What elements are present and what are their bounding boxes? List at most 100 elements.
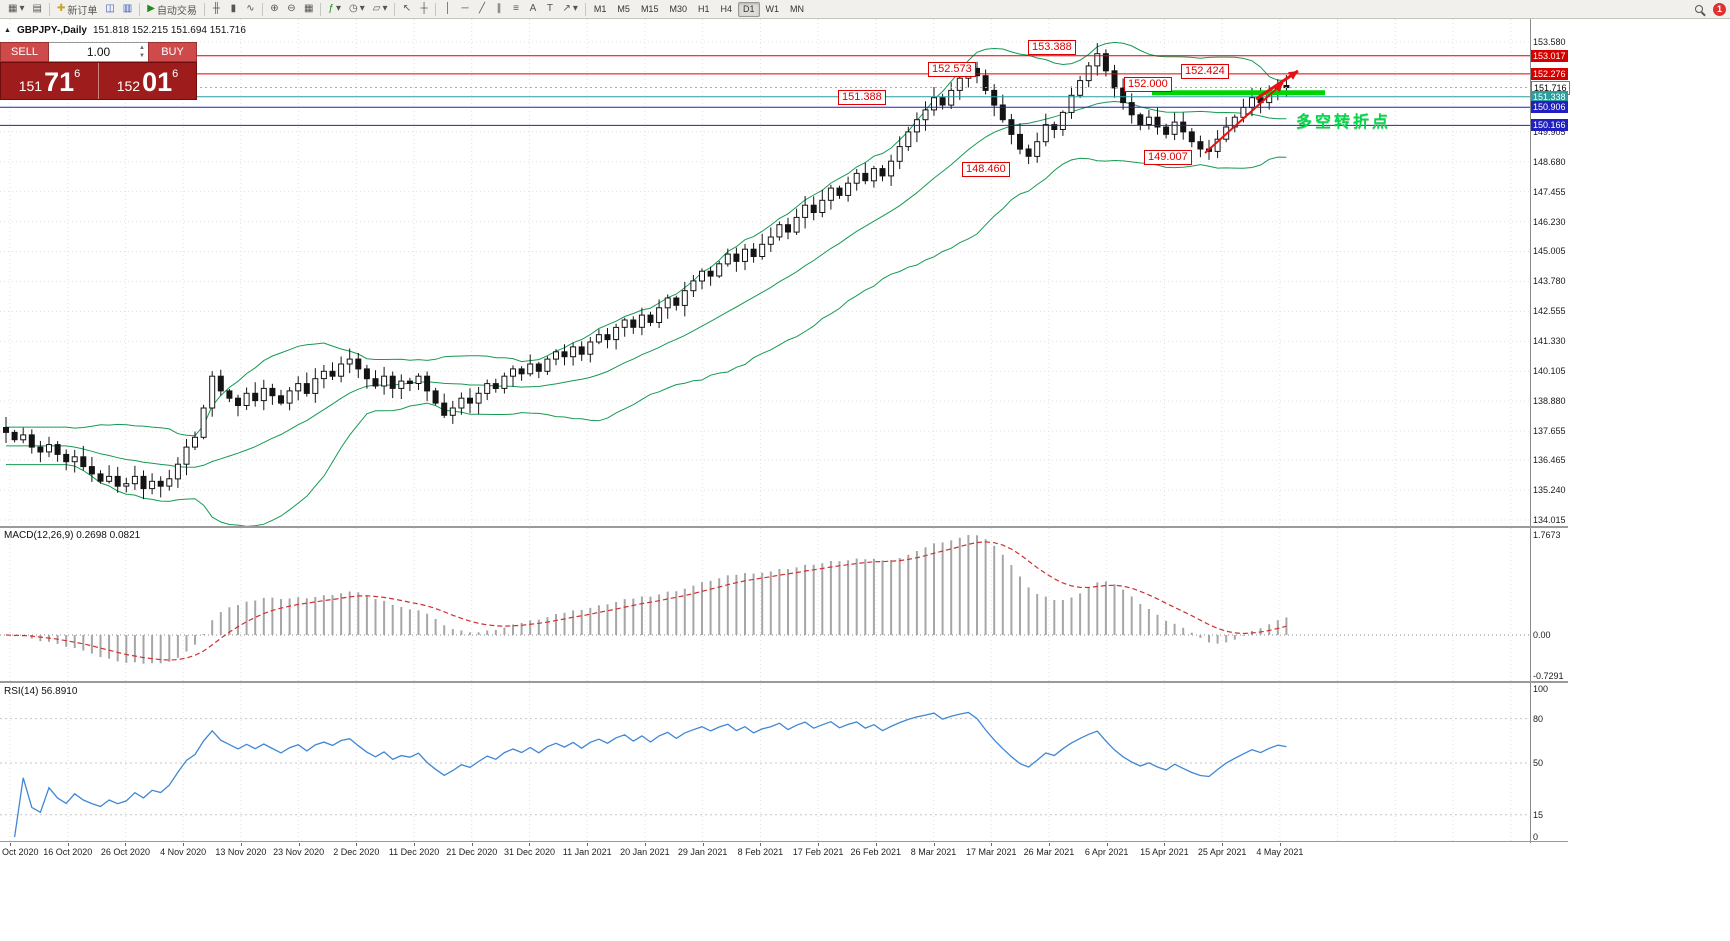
- timeframe-button-w1[interactable]: W1: [765, 4, 780, 14]
- templates-button[interactable]: ▱ ▾: [369, 1, 392, 17]
- indicators-button[interactable]: ƒ ▾: [324, 1, 345, 17]
- timeframe-button-m15[interactable]: M15: [640, 4, 659, 14]
- bid-price[interactable]: 151 71 6: [1, 63, 99, 99]
- date-tick: [1106, 843, 1108, 846]
- cursor-icon: ↖: [402, 3, 412, 14]
- timeframe-group: M1 M5 M15 M30 H1 H4 D1 W1 MN: [589, 1, 809, 17]
- rsi-axis-label: 100: [1533, 684, 1549, 694]
- candles: [3, 43, 1290, 500]
- pivot-point-annotation[interactable]: 多空转折点: [1296, 114, 1392, 131]
- price-axis-label: 138.880: [1533, 396, 1566, 407]
- cursor-button[interactable]: ↖: [398, 1, 415, 17]
- rsi-indicator-chart[interactable]: [0, 684, 1530, 841]
- fibonacci-button[interactable]: ≡: [507, 1, 524, 17]
- trend-arrows[interactable]: [1204, 69, 1299, 154]
- price-annotation-label[interactable]: 152.573: [928, 62, 976, 77]
- one-click-collapse-icon[interactable]: ▲: [4, 27, 11, 34]
- price-scale[interactable]: 153.580 149.905 148.680 147.455 146.230 145.0…: [1531, 19, 1730, 843]
- new-order-button[interactable]: ✚ 新订单: [53, 1, 101, 17]
- zoom-out-button[interactable]: ⊖: [283, 1, 300, 17]
- zoom-in-button[interactable]: ⊕: [266, 1, 283, 17]
- price-annotation-label[interactable]: 148.460: [962, 162, 1010, 177]
- price-axis-label: 153.580: [1533, 37, 1566, 47]
- date-tick: [587, 843, 589, 846]
- price-annotation-label[interactable]: 149.007: [1144, 150, 1192, 165]
- candlestick-chart-button[interactable]: ▮: [225, 1, 242, 17]
- volume-input[interactable]: 1.00 ▲ ▼: [49, 42, 148, 62]
- macd-histogram: [13, 535, 1288, 664]
- date-tick: [644, 843, 646, 846]
- new-order-icon: ✚: [56, 3, 66, 14]
- date-tick: [356, 843, 358, 846]
- date-tick: [183, 843, 185, 846]
- date-tick: [1164, 843, 1166, 846]
- timeframe-button-m30[interactable]: M30: [669, 4, 687, 14]
- date-label: 26 Feb 2021: [850, 847, 902, 857]
- volume-stepper[interactable]: ▲ ▼: [139, 44, 145, 60]
- market-watch-button[interactable]: ◫: [101, 1, 118, 17]
- time-scale[interactable]: Oct 2020 16 Oct 2020 26 Oct 2020 4 Nov 2020…: [0, 843, 1568, 860]
- ask-price[interactable]: 152 01 6: [99, 63, 196, 99]
- crosshair-button[interactable]: ┼: [415, 1, 432, 17]
- symbol-period-label: GBPJPY-,Daily: [16, 25, 87, 36]
- toolbar-separator: [435, 2, 437, 16]
- price-chart[interactable]: [0, 19, 1530, 527]
- date-tick: [529, 843, 531, 846]
- profiles-icon: ▤: [32, 3, 42, 14]
- channel-button[interactable]: ∥: [490, 1, 507, 17]
- date-tick: [10, 843, 11, 846]
- new-chart-button[interactable]: ▦ ▾: [4, 1, 28, 17]
- toolbar-separator: [394, 2, 396, 16]
- spin-up-icon[interactable]: ▲: [139, 45, 145, 51]
- toolbar-separator: [584, 2, 586, 16]
- text-tool-icon: A: [529, 3, 537, 14]
- price-axis-label: 141.330: [1533, 336, 1566, 347]
- text-tool-button[interactable]: A: [524, 1, 541, 17]
- chevron-down-icon: ▾: [335, 3, 341, 14]
- vertical-line-button[interactable]: │: [439, 1, 456, 17]
- bar-chart-icon: ╫: [212, 3, 220, 14]
- clock-icon: ◷: [348, 3, 358, 14]
- timeframe-button-mn[interactable]: MN: [790, 4, 805, 14]
- panel-separator[interactable]: [0, 681, 1568, 683]
- date-label: 11 Dec 2020: [388, 847, 440, 857]
- price-annotation-label[interactable]: 151.388: [838, 90, 886, 105]
- date-label: 31 Dec 2020: [503, 847, 555, 857]
- arrows-tool-button[interactable]: ↗ ▾: [558, 1, 581, 17]
- periods-button[interactable]: ◷ ▾: [345, 1, 369, 17]
- price-annotation-label[interactable]: 153.388: [1028, 40, 1076, 55]
- timeframe-button-h1[interactable]: H1: [697, 4, 710, 14]
- timeframe-button-d1[interactable]: D1: [738, 1, 760, 17]
- fibonacci-icon: ≡: [513, 3, 519, 14]
- macd-indicator-chart[interactable]: [0, 528, 1530, 681]
- price-axis-label: 149.905: [1533, 126, 1566, 137]
- line-chart-button[interactable]: ∿: [242, 1, 259, 17]
- trendline-button[interactable]: ╱: [473, 1, 490, 17]
- profiles-button[interactable]: ▤: [28, 1, 45, 17]
- search-button[interactable]: [1690, 1, 1707, 17]
- data-window-button[interactable]: ▥: [119, 1, 136, 17]
- timeframe-button-m1[interactable]: M1: [593, 4, 607, 14]
- date-tick: [1279, 843, 1281, 846]
- tile-windows-icon: ▦: [303, 3, 314, 14]
- date-label: 26 Oct 2020: [100, 847, 150, 857]
- date-tick: [991, 843, 993, 846]
- buy-button[interactable]: BUY: [148, 42, 197, 62]
- date-label: 4 Nov 2020: [160, 847, 207, 857]
- label-tool-button[interactable]: T: [541, 1, 558, 17]
- sell-button[interactable]: SELL: [0, 42, 49, 62]
- toolbar-separator: [203, 2, 205, 16]
- horizontal-line-button[interactable]: ─: [456, 1, 473, 17]
- date-label: 8 Feb 2021: [737, 847, 784, 857]
- auto-trading-button[interactable]: ▶ 自动交易: [143, 1, 201, 17]
- price-annotation-label[interactable]: 152.424: [1181, 64, 1229, 79]
- spin-down-icon[interactable]: ▼: [139, 53, 145, 59]
- timeframe-button-m5[interactable]: M5: [617, 4, 630, 14]
- tile-windows-button[interactable]: ▦: [300, 1, 317, 17]
- panel-separator[interactable]: [0, 526, 1568, 528]
- timeframe-button-h4[interactable]: H4: [720, 4, 732, 14]
- date-tick: [67, 843, 69, 846]
- notification-badge[interactable]: 1: [1713, 2, 1726, 16]
- bar-chart-button[interactable]: ╫: [208, 1, 225, 17]
- price-annotation-label[interactable]: 152.000: [1124, 77, 1172, 92]
